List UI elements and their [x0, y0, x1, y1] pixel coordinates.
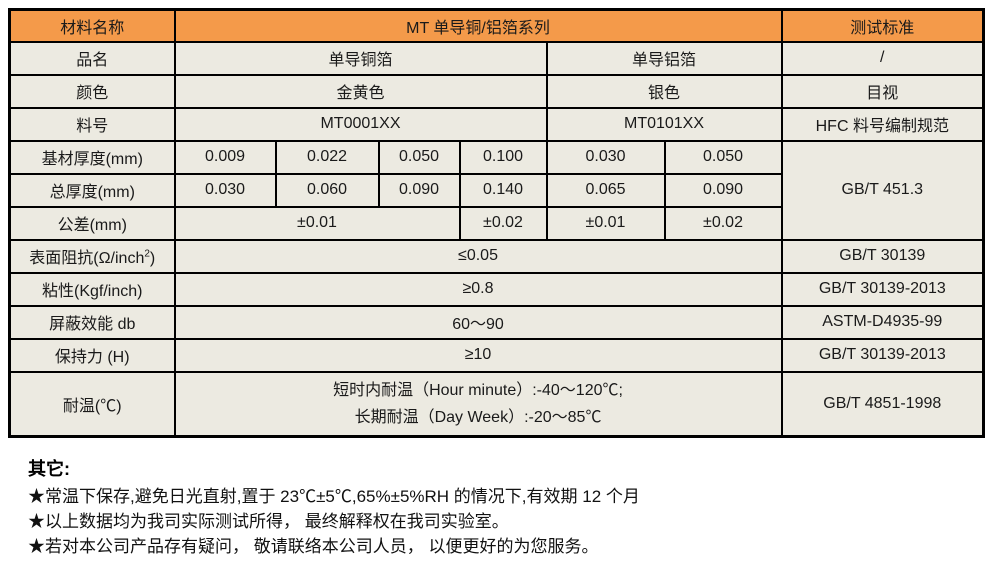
holding-power-row: 保持力 (H) ≥10 GB/T 30139-2013	[8, 337, 985, 373]
total-thickness-value: 0.090	[377, 172, 461, 208]
thickness-standard: GB/T 451.3	[780, 139, 985, 241]
tolerance-label: 公差(mm)	[8, 205, 176, 241]
shielding-label: 屏蔽效能 db	[8, 304, 176, 340]
temperature-standard: GB/T 4851-1998	[780, 370, 985, 438]
base-thickness-value: 0.050	[663, 139, 783, 175]
product-name-label: 品名	[8, 40, 176, 76]
adhesion-standard: GB/T 30139-2013	[780, 271, 985, 307]
temperature-label: 耐温(℃)	[8, 370, 176, 438]
test-standard-header: 测试标准	[780, 8, 985, 43]
temperature-short-term: 短时内耐温（Hour minute）:-40～120℃;	[333, 381, 623, 399]
other-notes-section: 其它: ★常温下保存,避免日光直射,置于 23℃±5℃,65%±5%RH 的情况…	[28, 455, 968, 559]
copper-product-name: 单导铜箔	[173, 40, 548, 76]
surface-resistance-row: 表面阻抗(Ω/inch2) ≤0.05 GB/T 30139	[8, 238, 985, 274]
base-thickness-value: 0.050	[377, 139, 461, 175]
tolerance-value: ±0.02	[663, 205, 783, 241]
holding-power-value: ≥10	[173, 337, 783, 373]
total-thickness-label: 总厚度(mm)	[8, 172, 176, 208]
total-thickness-value: 0.030	[173, 172, 277, 208]
shielding-value: 60～90	[173, 304, 783, 340]
temperature-value: 短时内耐温（Hour minute）:-40～120℃; 长期耐温（Day We…	[173, 370, 783, 438]
material-name-header: 材料名称	[8, 8, 176, 43]
color-standard: 目视	[780, 73, 985, 109]
surface-resistance-standard: GB/T 30139	[780, 238, 985, 274]
copper-part-number: MT0001XX	[173, 106, 548, 142]
total-thickness-value: 0.090	[663, 172, 783, 208]
series-title-header: MT 单导铜/铝箔系列	[173, 8, 783, 43]
base-thickness-value: 0.022	[274, 139, 380, 175]
part-number-label: 料号	[8, 106, 176, 142]
holding-power-label: 保持力 (H)	[8, 337, 176, 373]
tolerance-row: 公差(mm) ±0.01 ±0.02 ±0.01 ±0.02	[8, 205, 984, 241]
copper-color: 金黄色	[173, 73, 548, 109]
base-thickness-row: 基材厚度(mm) 0.009 0.022 0.050 0.100 0.030 0…	[8, 139, 985, 241]
base-thickness-value: 0.100	[458, 139, 548, 175]
total-thickness-value: 0.065	[545, 172, 666, 208]
note-storage: ★常温下保存,避免日光直射,置于 23℃±5℃,65%±5%RH 的情况下,有效…	[28, 487, 640, 506]
aluminum-part-number: MT0101XX	[545, 106, 783, 142]
tolerance-value: ±0.02	[458, 205, 548, 241]
temperature-row: 耐温(℃) 短时内耐温（Hour minute）:-40～120℃; 长期耐温（…	[8, 370, 985, 438]
aluminum-product-name: 单导铝箔	[545, 40, 783, 76]
tolerance-value: ±0.01	[545, 205, 666, 241]
material-spec-table: 材料名称 MT 单导铜/铝箔系列 测试标准 品名 单导铜箔 单导铝箔 / 颜色 …	[8, 8, 986, 438]
note-disclaimer: ★以上数据均为我司实际测试所得， 最终解释权在我司实验室。	[28, 512, 509, 531]
color-label: 颜色	[8, 73, 176, 109]
adhesion-value: ≥0.8	[173, 271, 783, 307]
part-number-row: 料号 MT0001XX MT0101XX HFC 料号编制规范	[8, 106, 985, 142]
total-thickness-row: 总厚度(mm) 0.030 0.060 0.090 0.140 0.065 0.…	[8, 172, 984, 208]
tolerance-value: ±0.01	[173, 205, 461, 241]
product-name-row: 品名 单导铜箔 单导铝箔 /	[8, 40, 985, 76]
shielding-row: 屏蔽效能 db 60～90 ASTM-D4935-99	[8, 304, 985, 340]
product-name-standard: /	[780, 40, 985, 76]
base-thickness-label: 基材厚度(mm)	[8, 139, 176, 175]
aluminum-color: 银色	[545, 73, 783, 109]
total-thickness-value: 0.060	[274, 172, 380, 208]
notes-title: 其它:	[28, 459, 70, 479]
base-thickness-value: 0.030	[545, 139, 666, 175]
surface-resistance-value: ≤0.05	[173, 238, 783, 274]
holding-power-standard: GB/T 30139-2013	[780, 337, 985, 373]
color-row: 颜色 金黄色 银色 目视	[8, 73, 985, 109]
adhesion-row: 粘性(Kgf/inch) ≥0.8 GB/T 30139-2013	[8, 271, 985, 307]
shielding-standard: ASTM-D4935-99	[780, 304, 985, 340]
surface-resistance-label: 表面阻抗(Ω/inch2)	[8, 238, 176, 274]
part-number-standard: HFC 料号编制规范	[780, 106, 985, 142]
base-thickness-value: 0.009	[173, 139, 277, 175]
note-contact: ★若对本公司产品存有疑问， 敬请联络本公司人员， 以便更好的为您服务。	[28, 537, 599, 556]
adhesion-label: 粘性(Kgf/inch)	[8, 271, 176, 307]
table-header-row: 材料名称 MT 单导铜/铝箔系列 测试标准	[8, 8, 985, 43]
temperature-long-term: 长期耐温（Day Week）:-20～85℃	[354, 408, 602, 426]
total-thickness-value: 0.140	[458, 172, 548, 208]
